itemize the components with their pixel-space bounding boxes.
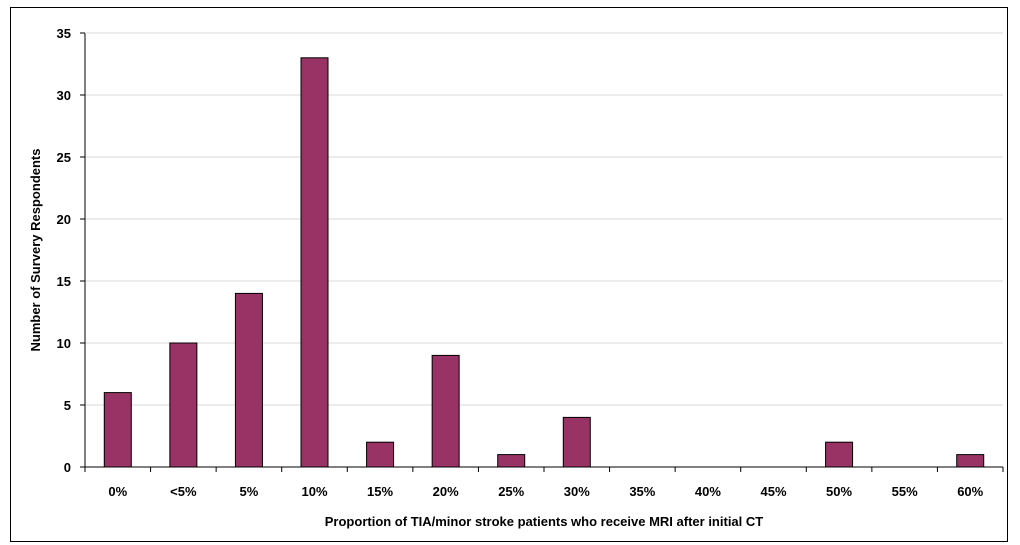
bar-1 bbox=[169, 342, 198, 468]
x-tick-label-1: <5% bbox=[170, 484, 197, 499]
x-tick-label-0: 0% bbox=[108, 484, 127, 499]
x-tick-label-3: 10% bbox=[301, 484, 327, 499]
x-tick-label-12: 55% bbox=[892, 484, 918, 499]
y-tick-label-35: 35 bbox=[57, 26, 71, 41]
bar-3 bbox=[300, 57, 329, 468]
bar-7 bbox=[562, 416, 591, 468]
x-tick-label-2: 5% bbox=[240, 484, 259, 499]
x-tick-label-4: 15% bbox=[367, 484, 393, 499]
x-axis-title: Proportion of TIA/minor stroke patients … bbox=[325, 514, 764, 529]
bars bbox=[103, 57, 985, 468]
x-tick-label-9: 40% bbox=[695, 484, 721, 499]
bar-2 bbox=[234, 292, 263, 468]
y-axis-title: Number of Survery Respondents bbox=[28, 149, 43, 352]
axes bbox=[84, 32, 1003, 468]
x-tick-label-10: 45% bbox=[760, 484, 786, 499]
bar-11 bbox=[825, 441, 854, 468]
y-tick-label-10: 10 bbox=[57, 336, 71, 351]
y-tick-label-5: 5 bbox=[64, 398, 71, 413]
y-tick-label-30: 30 bbox=[57, 88, 71, 103]
y-tick-label-15: 15 bbox=[57, 274, 71, 289]
bar-6 bbox=[497, 454, 526, 468]
x-tick-label-7: 30% bbox=[564, 484, 590, 499]
x-tick-label-5: 20% bbox=[433, 484, 459, 499]
x-tick-label-6: 25% bbox=[498, 484, 524, 499]
bar-5 bbox=[431, 354, 460, 468]
x-tick-label-8: 35% bbox=[629, 484, 655, 499]
y-tick-labels: 0 5 10 15 20 25 30 35 bbox=[57, 26, 85, 475]
gridlines bbox=[85, 32, 1003, 406]
bar-13 bbox=[956, 454, 985, 468]
x-tick-label-11: 50% bbox=[826, 484, 852, 499]
y-tick-label-20: 20 bbox=[57, 212, 71, 227]
bar-0 bbox=[103, 392, 132, 468]
x-tick-label-13: 60% bbox=[957, 484, 983, 499]
y-tick-label-25: 25 bbox=[57, 150, 71, 165]
y-tick-label-0: 0 bbox=[64, 460, 71, 475]
x-tick-labels: 0% <5% 5% 10% 15% 20% 25% 30% 35% 40% 45% 50% 55% 60% bbox=[84, 467, 1004, 499]
bar-4 bbox=[366, 441, 395, 468]
